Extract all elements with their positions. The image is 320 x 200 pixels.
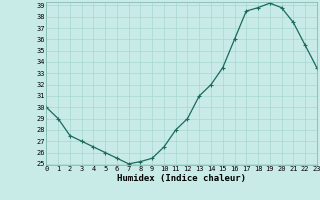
X-axis label: Humidex (Indice chaleur): Humidex (Indice chaleur) <box>117 174 246 183</box>
